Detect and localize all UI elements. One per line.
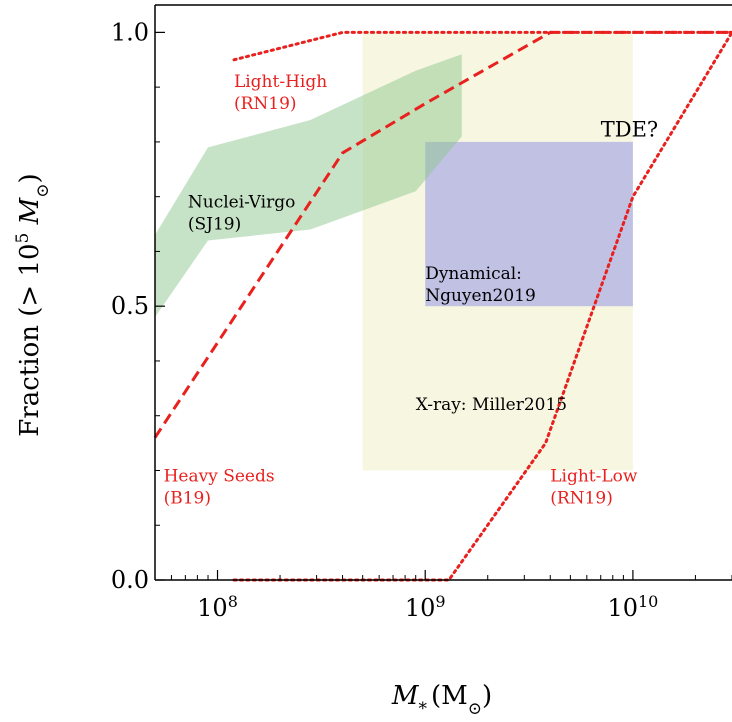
annotation-heavy: Heavy Seeds (B19) (164, 466, 275, 508)
axes: 0.0 0.5 1.0 108 109 1010 (111, 4, 732, 623)
shaded-regions (362, 32, 633, 471)
x-tick-label: 108 (197, 592, 238, 623)
annotation-light-high: Light-High (RN19) (234, 72, 327, 114)
region-dynamical-nguyen2019 (425, 141, 633, 307)
y-tick-label: 0.5 (111, 292, 149, 320)
annotation-light-low: Light-Low (RN19) (550, 466, 638, 508)
annotation-dynamical: Dynamical: Nguyen2019 (425, 264, 536, 306)
series-light-high-rn19 (232, 30, 732, 62)
annotation-tde: TDE? (601, 117, 658, 141)
x-tick-label: 1010 (607, 592, 658, 623)
series-heavy-seeds-b19 (153, 30, 732, 439)
band-nuclei-virgo-sj19 (155, 54, 462, 318)
y-tick-label: 0.0 (111, 566, 149, 594)
x-tick-label: 109 (405, 592, 446, 623)
annotations: Light-High (RN19) Nuclei-Virgo (SJ19) TDE? Dy… (164, 72, 659, 508)
shaded-bands (155, 54, 462, 318)
y-axis-label: Fraction (> 105 M⊙) (13, 173, 53, 436)
annotation-nuclei-virgo: Nuclei-Virgo (SJ19) (188, 193, 295, 235)
annotation-xray: X-ray: Miller2015 (416, 395, 567, 415)
x-axis-label: M* (M⊙) (391, 681, 492, 719)
y-tick-label: 1.0 (111, 18, 149, 46)
